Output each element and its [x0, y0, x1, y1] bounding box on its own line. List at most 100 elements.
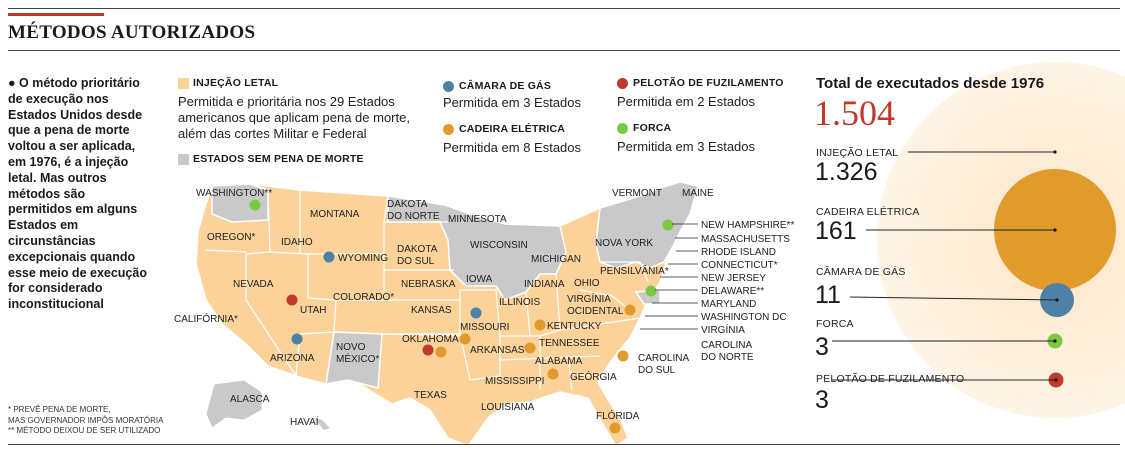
label-washington: WASHINGTON**	[196, 188, 272, 199]
cadeira-dot-alabama	[547, 368, 559, 380]
cadeira-dot-oklahoma	[435, 346, 447, 358]
label-missouri: MISSOURI	[460, 322, 509, 333]
footnote-1: * PREVÊ PENA DE MORTE,	[8, 405, 111, 414]
cadeira-dot-kentucky	[534, 319, 546, 331]
pelotao-dot-utah	[286, 294, 298, 306]
legend-pelotao-title: PELOTÃO DE FUZILAMENTO	[633, 77, 784, 89]
label-nevada: NEVADA	[233, 279, 274, 290]
method-value-camara: 11	[815, 281, 841, 309]
camara-dot-missouri	[470, 307, 482, 319]
cadeira-dot-icon	[443, 123, 454, 135]
label-indiana: INDIANA	[524, 279, 565, 290]
label-dakota-sul-1: DAKOTA	[397, 244, 438, 255]
legend-pelotao-body: Permitida em 2 Estados	[617, 94, 756, 109]
hawaii-shape	[314, 418, 330, 430]
legend-forca-body: Permitida em 3 Estados	[617, 139, 756, 154]
label-wisconsin: WISCONSIN	[470, 240, 528, 251]
label-dakota-norte-1: DAKOTA	[387, 199, 428, 210]
label-mississippi: MISSISSIPPI	[485, 376, 544, 387]
footnote-3: ** MÉTODO DEIXOU DE SER UTILIZADO	[8, 426, 161, 435]
footnotes: * PREVÊ PENA DE MORTE, MAS GOVERNADOR IM…	[8, 405, 188, 437]
label-kentucky: KENTUCKY	[547, 321, 602, 332]
footnote-2: MAS GOVERNADOR IMPÔS MORATÓRIA	[8, 415, 164, 425]
forca-dot-delaware	[645, 285, 657, 297]
method-label-cadeira: CADEIRA ELÉTRICA	[816, 206, 920, 218]
label-washington-dc: WASHINGTON DC	[701, 312, 787, 323]
label-kansas: KANSAS	[411, 305, 452, 316]
leader-lines	[640, 223, 698, 330]
bottom-rule	[8, 444, 1120, 445]
legend-cadeira-title: CADEIRA ELÉTRICA	[459, 123, 566, 135]
intro-text: ● O método prioritário de execução nos E…	[8, 76, 148, 313]
washington-shape	[211, 183, 269, 223]
legend-forca: FORCA	[617, 122, 671, 134]
label-illinois: ILLINOIS	[499, 297, 540, 308]
label-michigan: MICHIGAN	[531, 254, 581, 265]
section-title: MÉTODOS AUTORIZADOS	[8, 22, 256, 43]
camara-dot-arizona	[291, 333, 303, 345]
alaska-shape	[205, 379, 263, 429]
forca-dot-washington	[249, 199, 261, 211]
camara-dot-wyoming	[323, 251, 335, 263]
camara-dot-icon	[443, 80, 454, 92]
us-map: WASHINGTON** OREGON* NEVADA CALIFÓRNIA* …	[174, 181, 794, 448]
cadeira-dot-virginia	[624, 304, 636, 316]
method-label-camara: CÂMARA DE GÁS	[816, 266, 906, 278]
label-arizona: ARIZONA	[270, 353, 315, 364]
label-new-hampshire: NEW HAMPSHIRE**	[701, 220, 794, 231]
intro-body: O método prioritário de execução nos Est…	[8, 76, 147, 312]
label-nebraska: NEBRASKA	[401, 279, 456, 290]
state-borders	[205, 189, 649, 391]
label-vermont: VERMONT	[612, 188, 662, 199]
label-massachusetts: MASSACHUSETTS	[701, 234, 790, 245]
legend-injecao-line: americanos que aplicam pena de morte,	[178, 110, 410, 125]
cadeira-dot-arkansas	[459, 333, 471, 345]
label-carolina-sul-2: DO SUL	[638, 365, 676, 376]
label-virginia: VIRGÍNIA	[701, 323, 745, 336]
label-delaware: DELAWARE**	[701, 286, 764, 297]
pelotao-dot-oklahoma	[422, 344, 434, 356]
legend-sem-pena-title: ESTADOS SEM PENA DE MORTE	[193, 153, 364, 165]
label-maryland: MARYLAND	[701, 299, 756, 310]
label-new-jersey: NEW JERSEY	[701, 273, 766, 284]
legend-camara-body: Permitida em 3 Estados	[443, 95, 582, 110]
legend-injecao-title: INJEÇÃO LETAL	[193, 77, 279, 89]
legend-sem-pena: ESTADOS SEM PENA DE MORTE	[178, 153, 364, 165]
label-virginia-oc-2: OCIDENTAL	[567, 306, 624, 317]
legend-camara-title: CÂMARA DE GÁS	[459, 80, 552, 92]
label-alabama: ALABAMA	[535, 356, 583, 367]
label-california: CALIFÓRNIA*	[174, 312, 238, 325]
cadeira-dot-carolina-sul	[617, 350, 629, 362]
label-rhode-island: RHODE ISLAND	[701, 247, 776, 258]
label-carolina-norte-2: DO NORTE	[701, 352, 754, 363]
label-colorado: COLORADO*	[333, 292, 394, 303]
top-rule	[8, 8, 1120, 9]
new-mexico-shape	[325, 331, 383, 389]
label-louisiana: LOUISIANA	[481, 402, 535, 413]
method-value-pelotao: 3	[815, 386, 829, 414]
label-iowa: IOWA	[466, 274, 493, 285]
label-idaho: IDAHO	[281, 237, 313, 248]
label-maine: MAINE	[682, 188, 714, 199]
title-rule	[8, 50, 1120, 51]
bullet-icon: ●	[8, 76, 20, 90]
method-value-forca: 3	[815, 333, 829, 361]
forca-dot-icon	[617, 122, 628, 134]
label-montana: MONTANA	[310, 209, 360, 220]
label-alasca: ALASCA	[230, 394, 270, 405]
label-havai: HAVAÍ	[290, 415, 319, 428]
label-texas: TEXAS	[414, 390, 447, 401]
label-virginia-oc-1: VIRGÍNIA	[567, 292, 611, 305]
legend-injecao: INJEÇÃO LETAL	[178, 77, 278, 89]
legend-forca-title: FORCA	[633, 122, 672, 134]
totals-title: Total de executados desde 1976	[816, 75, 1045, 92]
label-pensilvania: PENSILVÂNIA*	[600, 264, 669, 277]
label-novo-mexico-2: MÉXICO*	[336, 352, 379, 365]
cadeira-dot-florida	[609, 422, 621, 434]
label-carolina-norte-1: CAROLINA	[701, 340, 752, 351]
label-georgia: GEÓRGIA	[570, 370, 617, 383]
label-tennessee: TENNESSEE	[539, 338, 600, 349]
label-ohio: OHIO	[574, 278, 600, 289]
label-dakota-norte-2: DO NORTE	[387, 211, 440, 222]
northeast-shape	[595, 181, 699, 269]
